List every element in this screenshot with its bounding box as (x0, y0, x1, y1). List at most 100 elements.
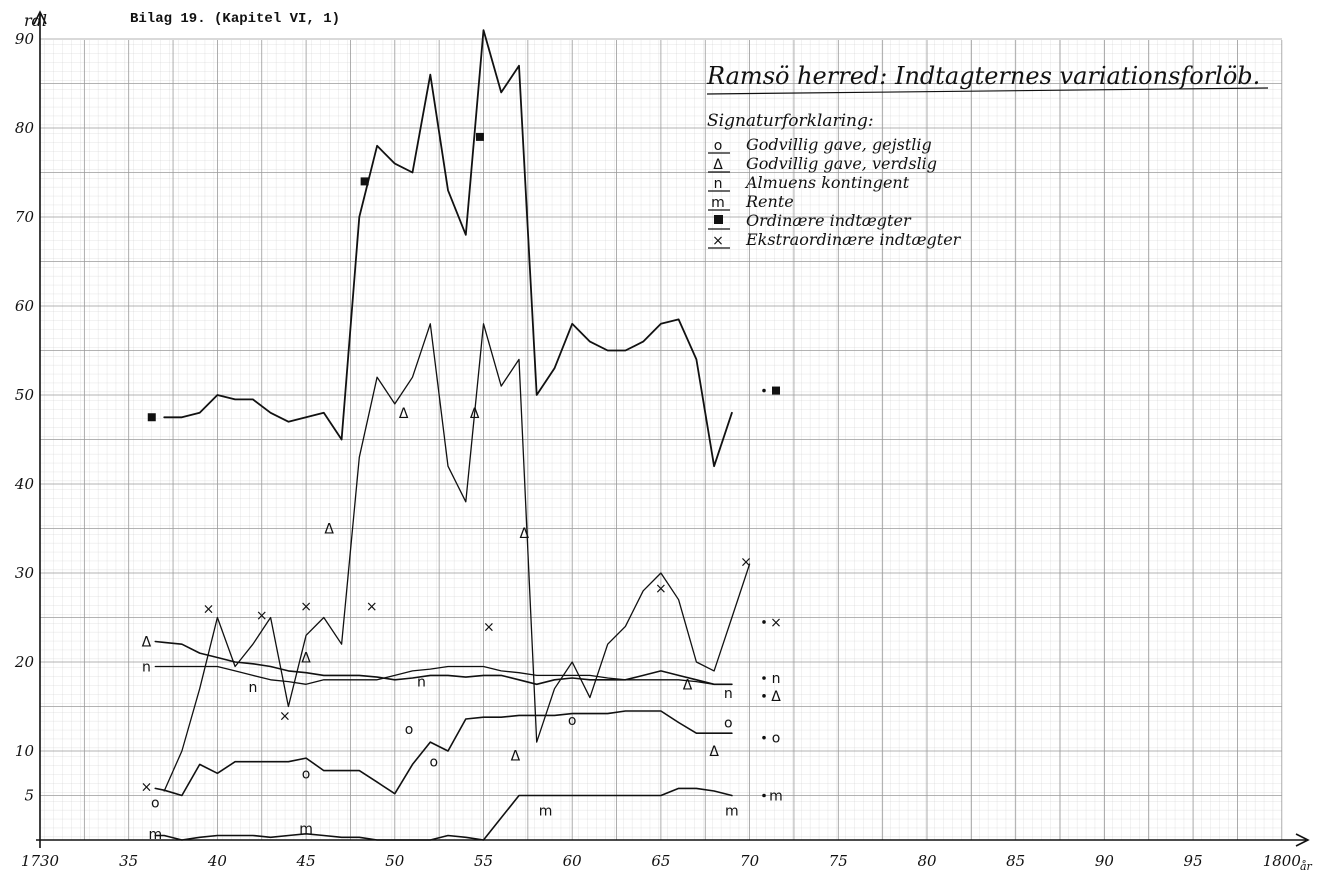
x-tick-label: 75 (829, 852, 848, 870)
axes (33, 10, 1310, 848)
point-mark: o (568, 713, 577, 729)
right-key-symbol (772, 386, 780, 395)
legend-entry: Almuens kontingent (744, 173, 910, 192)
series-line (154, 787, 733, 841)
y-tick-label: 90 (15, 30, 35, 48)
point-mark: o (430, 755, 439, 771)
right-key-dot (762, 793, 766, 798)
x-tick-label: 55 (474, 852, 493, 870)
legend-symbol: Δ (713, 157, 723, 173)
point-mark: Δ (470, 406, 480, 422)
right-key-dot (762, 694, 766, 698)
series-line (154, 640, 733, 686)
legend: Signaturforklaring: o Godvillig gave, gej… (707, 111, 962, 249)
point-mark: × (483, 619, 495, 635)
point-mark: × (279, 708, 291, 724)
point-mark: Δ (683, 677, 693, 693)
point-mark-square (147, 413, 156, 422)
point-mark: o (302, 766, 311, 782)
point-mark-square (360, 177, 369, 186)
right-key: × nΔo m (762, 386, 783, 805)
x-tick-label: 50 (385, 852, 405, 870)
point-mark: × (366, 599, 378, 615)
series-line (163, 323, 751, 792)
point-mark: m (539, 804, 553, 820)
point-mark: m (148, 827, 162, 843)
legend-entry: Godvillig gave, verdslig (746, 154, 937, 173)
point-mark: × (740, 554, 752, 570)
point-mark: Δ (520, 526, 530, 542)
right-key-symbol: o (772, 731, 781, 747)
right-key-dot (762, 676, 766, 680)
legend-symbol: o (714, 138, 723, 154)
right-key-dot (762, 620, 766, 624)
point-mark: n (142, 659, 151, 675)
point-mark: Δ (301, 651, 311, 667)
y-tick-label: 30 (15, 564, 35, 582)
point-mark: Δ (142, 635, 152, 651)
point-mark: m (725, 804, 739, 820)
chart-title: Ramsö herred: Indtagternes variationsfor… (706, 62, 1260, 90)
point-mark: n (417, 675, 426, 691)
x-tick-label: 90 (1095, 852, 1115, 870)
point-mark: n (724, 686, 733, 702)
point-mark: o (405, 722, 414, 738)
y-tick-label: 70 (15, 208, 35, 226)
legend-title: Signaturforklaring: (707, 111, 874, 131)
point-mark: Δ (709, 744, 719, 760)
point-mark: × (203, 602, 215, 618)
point-mark: n (248, 680, 257, 696)
x-tick-label: 95 (1184, 852, 1203, 870)
legend-symbol: n (714, 176, 723, 192)
title-underline (706, 87, 1269, 95)
y-tick-label: 10 (15, 742, 35, 760)
point-mark: × (256, 608, 268, 624)
point-mark: m (299, 821, 313, 837)
legend-entry: Ordinære indtægter (746, 211, 912, 230)
legend-entry: Godvillig gave, gejstlig (746, 135, 932, 154)
x-tick-label: 70 (740, 852, 760, 870)
point-mark: Δ (399, 406, 409, 422)
point-mark: o (724, 716, 733, 732)
x-tick-label: 60 (563, 852, 583, 870)
y-tick-labels: 5 10 20 30 40 50 60 70 80 90 (14, 30, 35, 805)
x-tick-label: 65 (651, 852, 670, 870)
x-tick-labels: 1730 35 40 45 50 55 60 65 70 75 80 85 90 95 1800 (21, 852, 1301, 870)
point-mark: Δ (324, 522, 334, 538)
x-tick-label: 45 (296, 852, 316, 870)
x-axis-arrow (1295, 833, 1310, 847)
right-key-symbol: n (772, 671, 781, 687)
x-tick-label: 1730 (21, 852, 60, 870)
x-tick-label: 85 (1006, 852, 1025, 870)
right-key-dot (762, 388, 766, 393)
series-lines (154, 29, 751, 841)
legend-symbol: × (712, 233, 724, 249)
y-tick-label: 80 (15, 119, 35, 137)
series-line (154, 710, 733, 797)
x-axis-label: år (1300, 860, 1313, 873)
x-tick-label: 1800 (1263, 852, 1302, 870)
legend-symbol: m (711, 195, 725, 211)
y-axis-arrow (33, 10, 47, 25)
y-tick-label: 50 (15, 386, 35, 404)
right-key-symbol: × (770, 615, 782, 631)
y-tick-label: 60 (15, 297, 35, 315)
right-key-symbol: Δ (771, 689, 781, 705)
page-caption: Bilag 19. (Kapitel VI, 1) (130, 11, 340, 27)
y-tick-label: 5 (24, 787, 34, 805)
x-tick-label: 80 (917, 852, 937, 870)
point-mark: × (141, 780, 153, 796)
series-line (154, 665, 733, 685)
right-key-dot (762, 735, 766, 740)
legend-entry: Ekstraordinære indtægter (745, 230, 962, 249)
point-mark: Δ (511, 748, 521, 764)
y-tick-label: 40 (14, 475, 35, 493)
point-mark: × (655, 581, 667, 597)
point-mark: × (300, 599, 312, 615)
legend-entry: Rente (745, 192, 794, 211)
x-tick-label: 40 (207, 852, 228, 870)
right-key-symbol: m (769, 789, 783, 805)
series-line (163, 29, 733, 468)
point-mark-square (475, 132, 484, 141)
